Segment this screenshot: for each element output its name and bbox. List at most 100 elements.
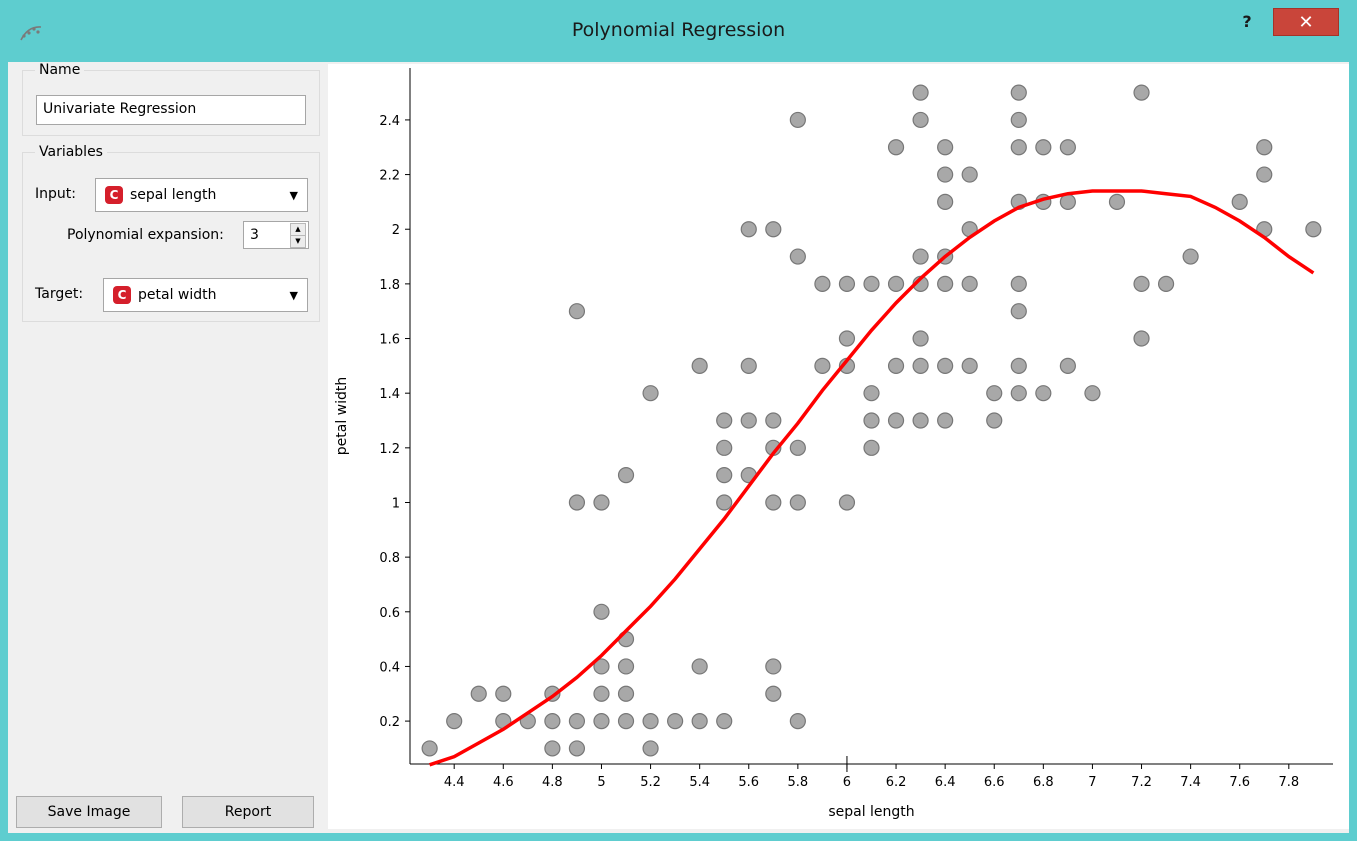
scatter-plot[interactable]: 4.4 4.6 4.8 5 5.2 5.4 5.6 5.8 6 6.2 6.4 6.6 6.8 7 7.2 7… [328, 64, 1349, 829]
target-label: Target: [35, 286, 84, 302]
data-point [470, 685, 487, 702]
x-tick-label: 4.6 [493, 775, 514, 790]
data-point [1133, 330, 1150, 347]
expansion-label: Polynomial expansion: [67, 227, 224, 243]
y-tick-label: 1.2 [379, 442, 400, 457]
report-button[interactable]: Report [182, 796, 314, 828]
name-input[interactable]: Univariate Regression [36, 95, 306, 125]
y-tick-label: 1.4 [379, 387, 400, 402]
data-point [1305, 221, 1322, 238]
data-point [912, 111, 929, 129]
data-point [789, 712, 806, 730]
data-point [937, 412, 954, 429]
window-title: Polynomial Regression [571, 19, 786, 41]
data-point [986, 385, 1003, 402]
data-point [789, 111, 806, 129]
data-point [740, 357, 757, 374]
x-tick-label: 6.4 [935, 775, 956, 790]
data-point [1010, 139, 1027, 156]
data-point [446, 712, 463, 730]
input-variable-combo[interactable]: C sepal length ▼ [95, 178, 308, 212]
data-point [765, 685, 782, 702]
x-tick-label: 4.8 [542, 775, 563, 790]
data-point [863, 275, 880, 292]
continuous-variable-icon: C [105, 186, 123, 204]
spin-down-icon[interactable]: ▼ [290, 235, 306, 248]
data-point [1182, 248, 1199, 265]
data-point [716, 494, 733, 511]
x-tick-label: 7.8 [1278, 775, 1299, 790]
save-image-button[interactable]: Save Image [16, 796, 162, 828]
data-point [765, 412, 782, 429]
data-point [642, 740, 659, 757]
data-point [937, 139, 954, 156]
data-point [1256, 139, 1273, 156]
target-variable-combo[interactable]: C petal width ▼ [103, 278, 308, 312]
data-point [421, 740, 438, 757]
close-button[interactable]: ✕ [1273, 8, 1339, 36]
x-tick-label: 6.2 [886, 775, 907, 790]
data-point [863, 385, 880, 402]
data-point [1010, 84, 1027, 101]
data-point [937, 166, 954, 183]
x-tick-label: 5.6 [738, 775, 759, 790]
data-point [568, 712, 586, 730]
data-point [1231, 193, 1248, 210]
data-point [937, 275, 954, 292]
x-axis-label: sepal length [828, 804, 914, 820]
x-tick-label: 7.4 [1180, 775, 1201, 790]
data-point [1108, 193, 1126, 210]
data-point [937, 193, 954, 210]
data-point [1010, 275, 1027, 292]
axes: 4.4 4.6 4.8 5 5.2 5.4 5.6 5.8 6 6.2 6.4 6.6 6.8 7 7.2 7… [379, 68, 1333, 790]
x-tick-label: 6.6 [984, 775, 1005, 790]
data-point [961, 166, 978, 183]
data-point [814, 357, 831, 374]
data-point [740, 221, 757, 238]
variables-group: Variables Input: C sepal length ▼ Polyno… [22, 144, 320, 322]
x-tick-label: 5.8 [788, 775, 809, 790]
data-point [617, 467, 635, 484]
input-label: Input: [35, 186, 76, 202]
control-panel: Name Univariate Regression Variables Inp… [8, 62, 323, 833]
expansion-spinbox[interactable]: 3 ▲ ▼ [243, 221, 309, 249]
data-point [961, 275, 978, 292]
y-tick-label: 0.8 [379, 551, 400, 566]
data-point [593, 685, 610, 702]
data-point [1133, 84, 1150, 101]
help-button[interactable]: ? [1242, 12, 1252, 31]
y-tick-label: 1.6 [379, 333, 400, 348]
widget-client-area: Name Univariate Regression Variables Inp… [8, 62, 1349, 833]
title-bar[interactable]: Polynomial Regression ? ✕ [0, 0, 1357, 62]
data-point [838, 330, 856, 347]
data-point [912, 357, 929, 374]
data-point [716, 467, 733, 484]
data-point [691, 658, 708, 675]
data-point [789, 248, 806, 265]
data-point [617, 685, 635, 702]
name-group: Name Univariate Regression [22, 62, 320, 136]
data-points [421, 84, 1322, 757]
data-point [642, 385, 659, 402]
data-point [912, 412, 929, 429]
x-tick-label: 5.4 [689, 775, 710, 790]
data-point [789, 494, 806, 511]
data-point [912, 330, 929, 347]
data-point [765, 658, 782, 675]
data-point [937, 357, 954, 374]
y-tick-label: 0.2 [379, 715, 400, 730]
data-point [1035, 385, 1052, 402]
data-point [568, 494, 586, 511]
data-point [593, 494, 610, 511]
regression-icon [20, 26, 42, 41]
y-tick-label: 1.8 [379, 278, 400, 293]
y-tick-label: 1 [392, 496, 400, 511]
data-point [495, 685, 512, 702]
data-point [593, 658, 610, 675]
chevron-down-icon: ▼ [289, 189, 298, 202]
data-point [789, 439, 806, 456]
plot-area[interactable]: 4.4 4.6 4.8 5 5.2 5.4 5.6 5.8 6 6.2 6.4 6.6 6.8 7 7.2 7… [328, 64, 1349, 829]
y-axis-label: petal width [334, 377, 350, 456]
y-tick-label: 2.4 [379, 114, 400, 129]
y-tick-label: 0.4 [379, 660, 400, 675]
